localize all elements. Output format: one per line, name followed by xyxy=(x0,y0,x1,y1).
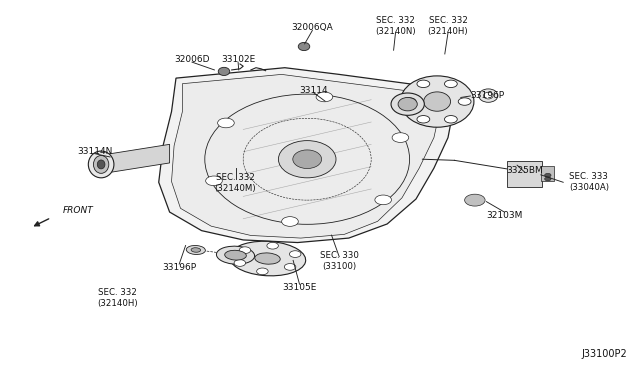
Circle shape xyxy=(234,260,246,266)
Circle shape xyxy=(205,176,222,186)
Circle shape xyxy=(289,251,301,257)
Text: 32103M: 32103M xyxy=(486,211,522,219)
Ellipse shape xyxy=(293,150,321,169)
Ellipse shape xyxy=(278,141,336,178)
Text: 33105E: 33105E xyxy=(282,283,317,292)
Ellipse shape xyxy=(191,248,200,252)
Text: SEC. 332
(32140H): SEC. 332 (32140H) xyxy=(97,288,138,308)
Text: SEC. 332
(32140H): SEC. 332 (32140H) xyxy=(428,16,468,36)
Circle shape xyxy=(445,116,457,123)
Circle shape xyxy=(458,98,471,105)
Text: 3325BM: 3325BM xyxy=(506,166,543,174)
Ellipse shape xyxy=(484,92,493,99)
Ellipse shape xyxy=(93,155,109,173)
Text: SEC. 332
(32140M): SEC. 332 (32140M) xyxy=(214,173,257,193)
Text: 33114: 33114 xyxy=(300,86,328,94)
Ellipse shape xyxy=(97,160,105,169)
Circle shape xyxy=(445,80,457,87)
Circle shape xyxy=(417,116,430,123)
Circle shape xyxy=(284,263,296,270)
Ellipse shape xyxy=(225,250,246,260)
Text: 32006QA: 32006QA xyxy=(291,23,333,32)
Polygon shape xyxy=(99,144,170,174)
Text: SEC. 332
(32140N): SEC. 332 (32140N) xyxy=(375,16,416,36)
Circle shape xyxy=(545,173,551,177)
FancyBboxPatch shape xyxy=(541,166,554,181)
Circle shape xyxy=(239,247,251,254)
Text: 33102E: 33102E xyxy=(221,55,255,64)
Circle shape xyxy=(282,217,298,226)
Circle shape xyxy=(375,195,392,205)
Ellipse shape xyxy=(401,76,474,127)
Circle shape xyxy=(267,243,278,249)
Text: 33114N: 33114N xyxy=(77,147,113,155)
Ellipse shape xyxy=(88,151,114,178)
Ellipse shape xyxy=(424,92,451,111)
Ellipse shape xyxy=(218,67,230,76)
Text: SEC. 330
(33100): SEC. 330 (33100) xyxy=(320,251,358,271)
Ellipse shape xyxy=(216,246,255,264)
Ellipse shape xyxy=(391,93,424,115)
Circle shape xyxy=(392,133,409,142)
Circle shape xyxy=(403,98,416,105)
Ellipse shape xyxy=(398,97,417,111)
Circle shape xyxy=(417,80,430,87)
Circle shape xyxy=(316,92,333,102)
FancyBboxPatch shape xyxy=(507,161,542,187)
Ellipse shape xyxy=(479,89,498,102)
Ellipse shape xyxy=(186,246,205,254)
Circle shape xyxy=(257,268,268,275)
Circle shape xyxy=(465,194,485,206)
Ellipse shape xyxy=(255,253,280,264)
Text: SEC. 333
(33040A): SEC. 333 (33040A) xyxy=(569,172,609,192)
Ellipse shape xyxy=(298,42,310,51)
Polygon shape xyxy=(159,68,454,243)
Ellipse shape xyxy=(229,241,306,276)
Text: 33196P: 33196P xyxy=(470,92,504,100)
Text: 33196P: 33196P xyxy=(162,263,196,272)
Text: J33100P2: J33100P2 xyxy=(582,349,628,359)
Circle shape xyxy=(218,118,234,128)
Text: FRONT: FRONT xyxy=(63,206,93,215)
Circle shape xyxy=(545,177,551,181)
Text: 32006D: 32006D xyxy=(174,55,210,64)
Polygon shape xyxy=(172,74,440,238)
